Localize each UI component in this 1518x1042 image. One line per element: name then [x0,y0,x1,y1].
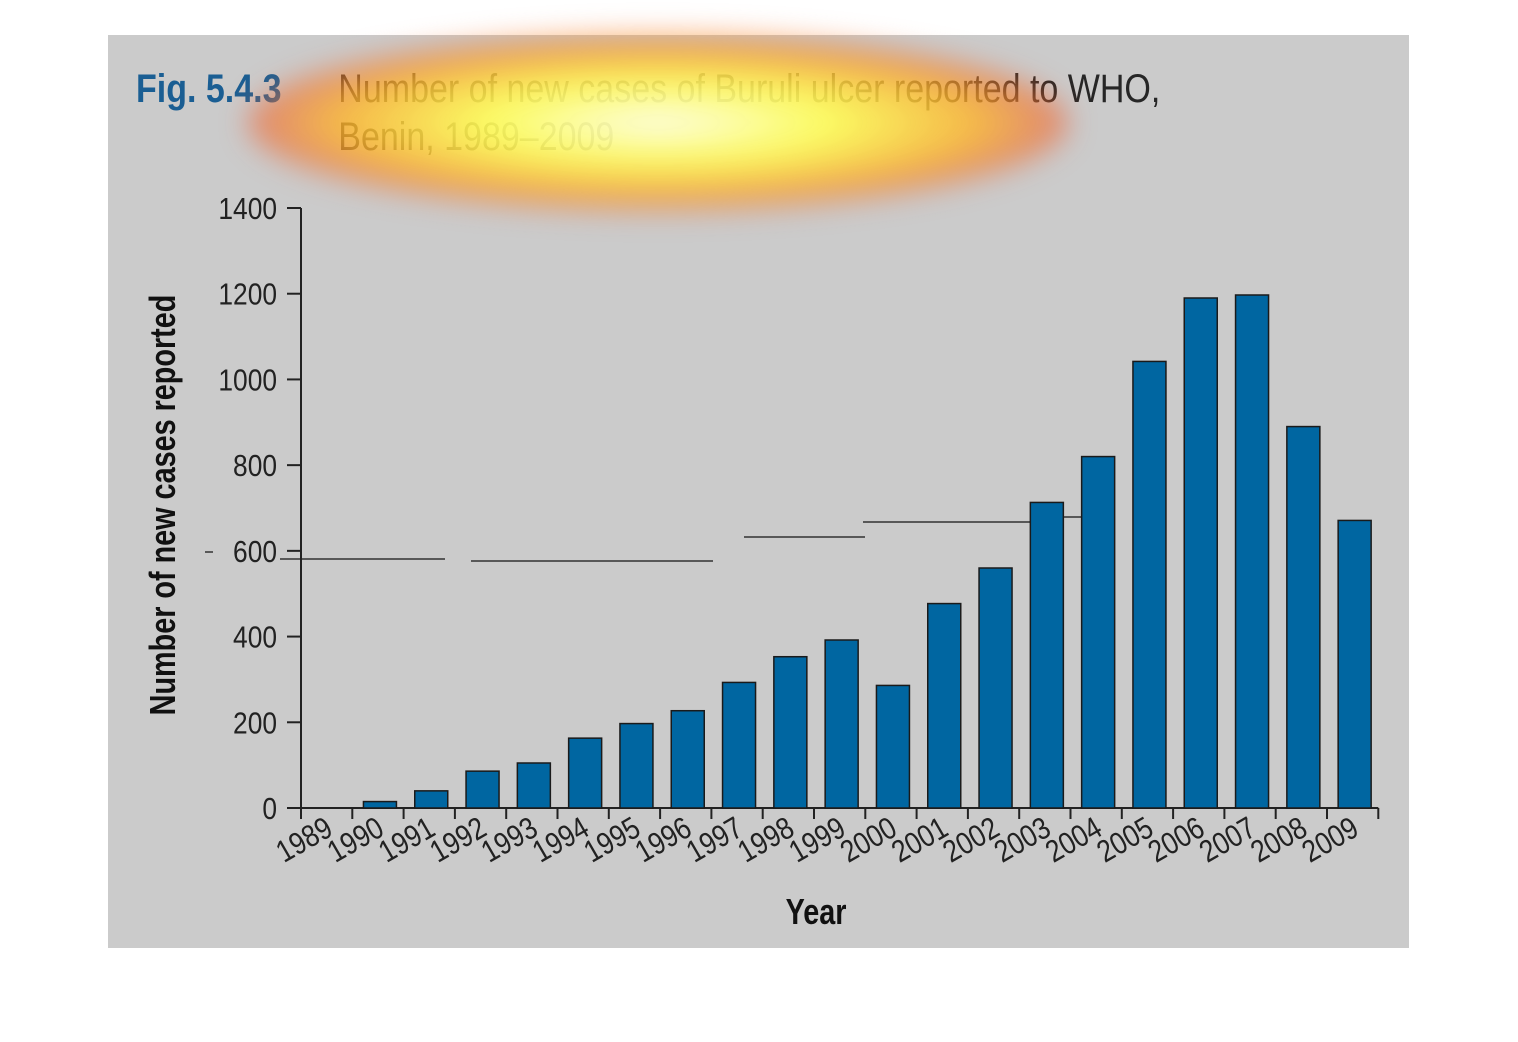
bar [824,639,859,809]
x-axis-title: Year [786,891,847,932]
y-tick-label: 0 [262,792,277,826]
bar [362,800,398,809]
figure-panel: Fig. 5.4.3 Number of new cases of Buruli… [108,35,1409,948]
y-tick-label: 1400 [218,192,277,226]
bars [362,294,1372,809]
bar-chart: 0 200 400 600 800 1000 1200 1400 19891990199119… [142,192,1380,932]
bar [927,602,962,809]
stray-line-artifacts [205,516,1099,562]
bar [619,722,654,809]
bar [516,762,552,809]
bar [465,770,500,809]
bar [1234,294,1270,809]
bar [773,655,808,809]
y-axis: 0 200 400 600 800 1000 1200 1400 [218,192,302,827]
bar [414,790,449,809]
x-axis: 1989199019911992199319941995199619971998… [270,807,1380,870]
y-tick-label: 800 [233,449,277,483]
bar [721,681,757,809]
bar [1029,501,1065,809]
bar [1080,455,1116,809]
bar [1183,297,1218,809]
bar [978,567,1013,809]
x-tick-label: 2009 [1296,811,1364,870]
bar [567,737,603,809]
y-tick-label: 1000 [218,363,277,397]
y-tick-label: 400 [233,621,277,655]
bar [1132,360,1167,809]
bar [670,709,705,809]
y-tick-label: 600 [233,535,277,569]
y-tick-label: 200 [233,706,277,740]
y-tick-label: 1200 [218,278,277,312]
y-axis-title: Number of new cases reported [142,295,183,716]
bar [875,684,911,809]
bar [1286,425,1321,809]
bar [1337,519,1372,809]
